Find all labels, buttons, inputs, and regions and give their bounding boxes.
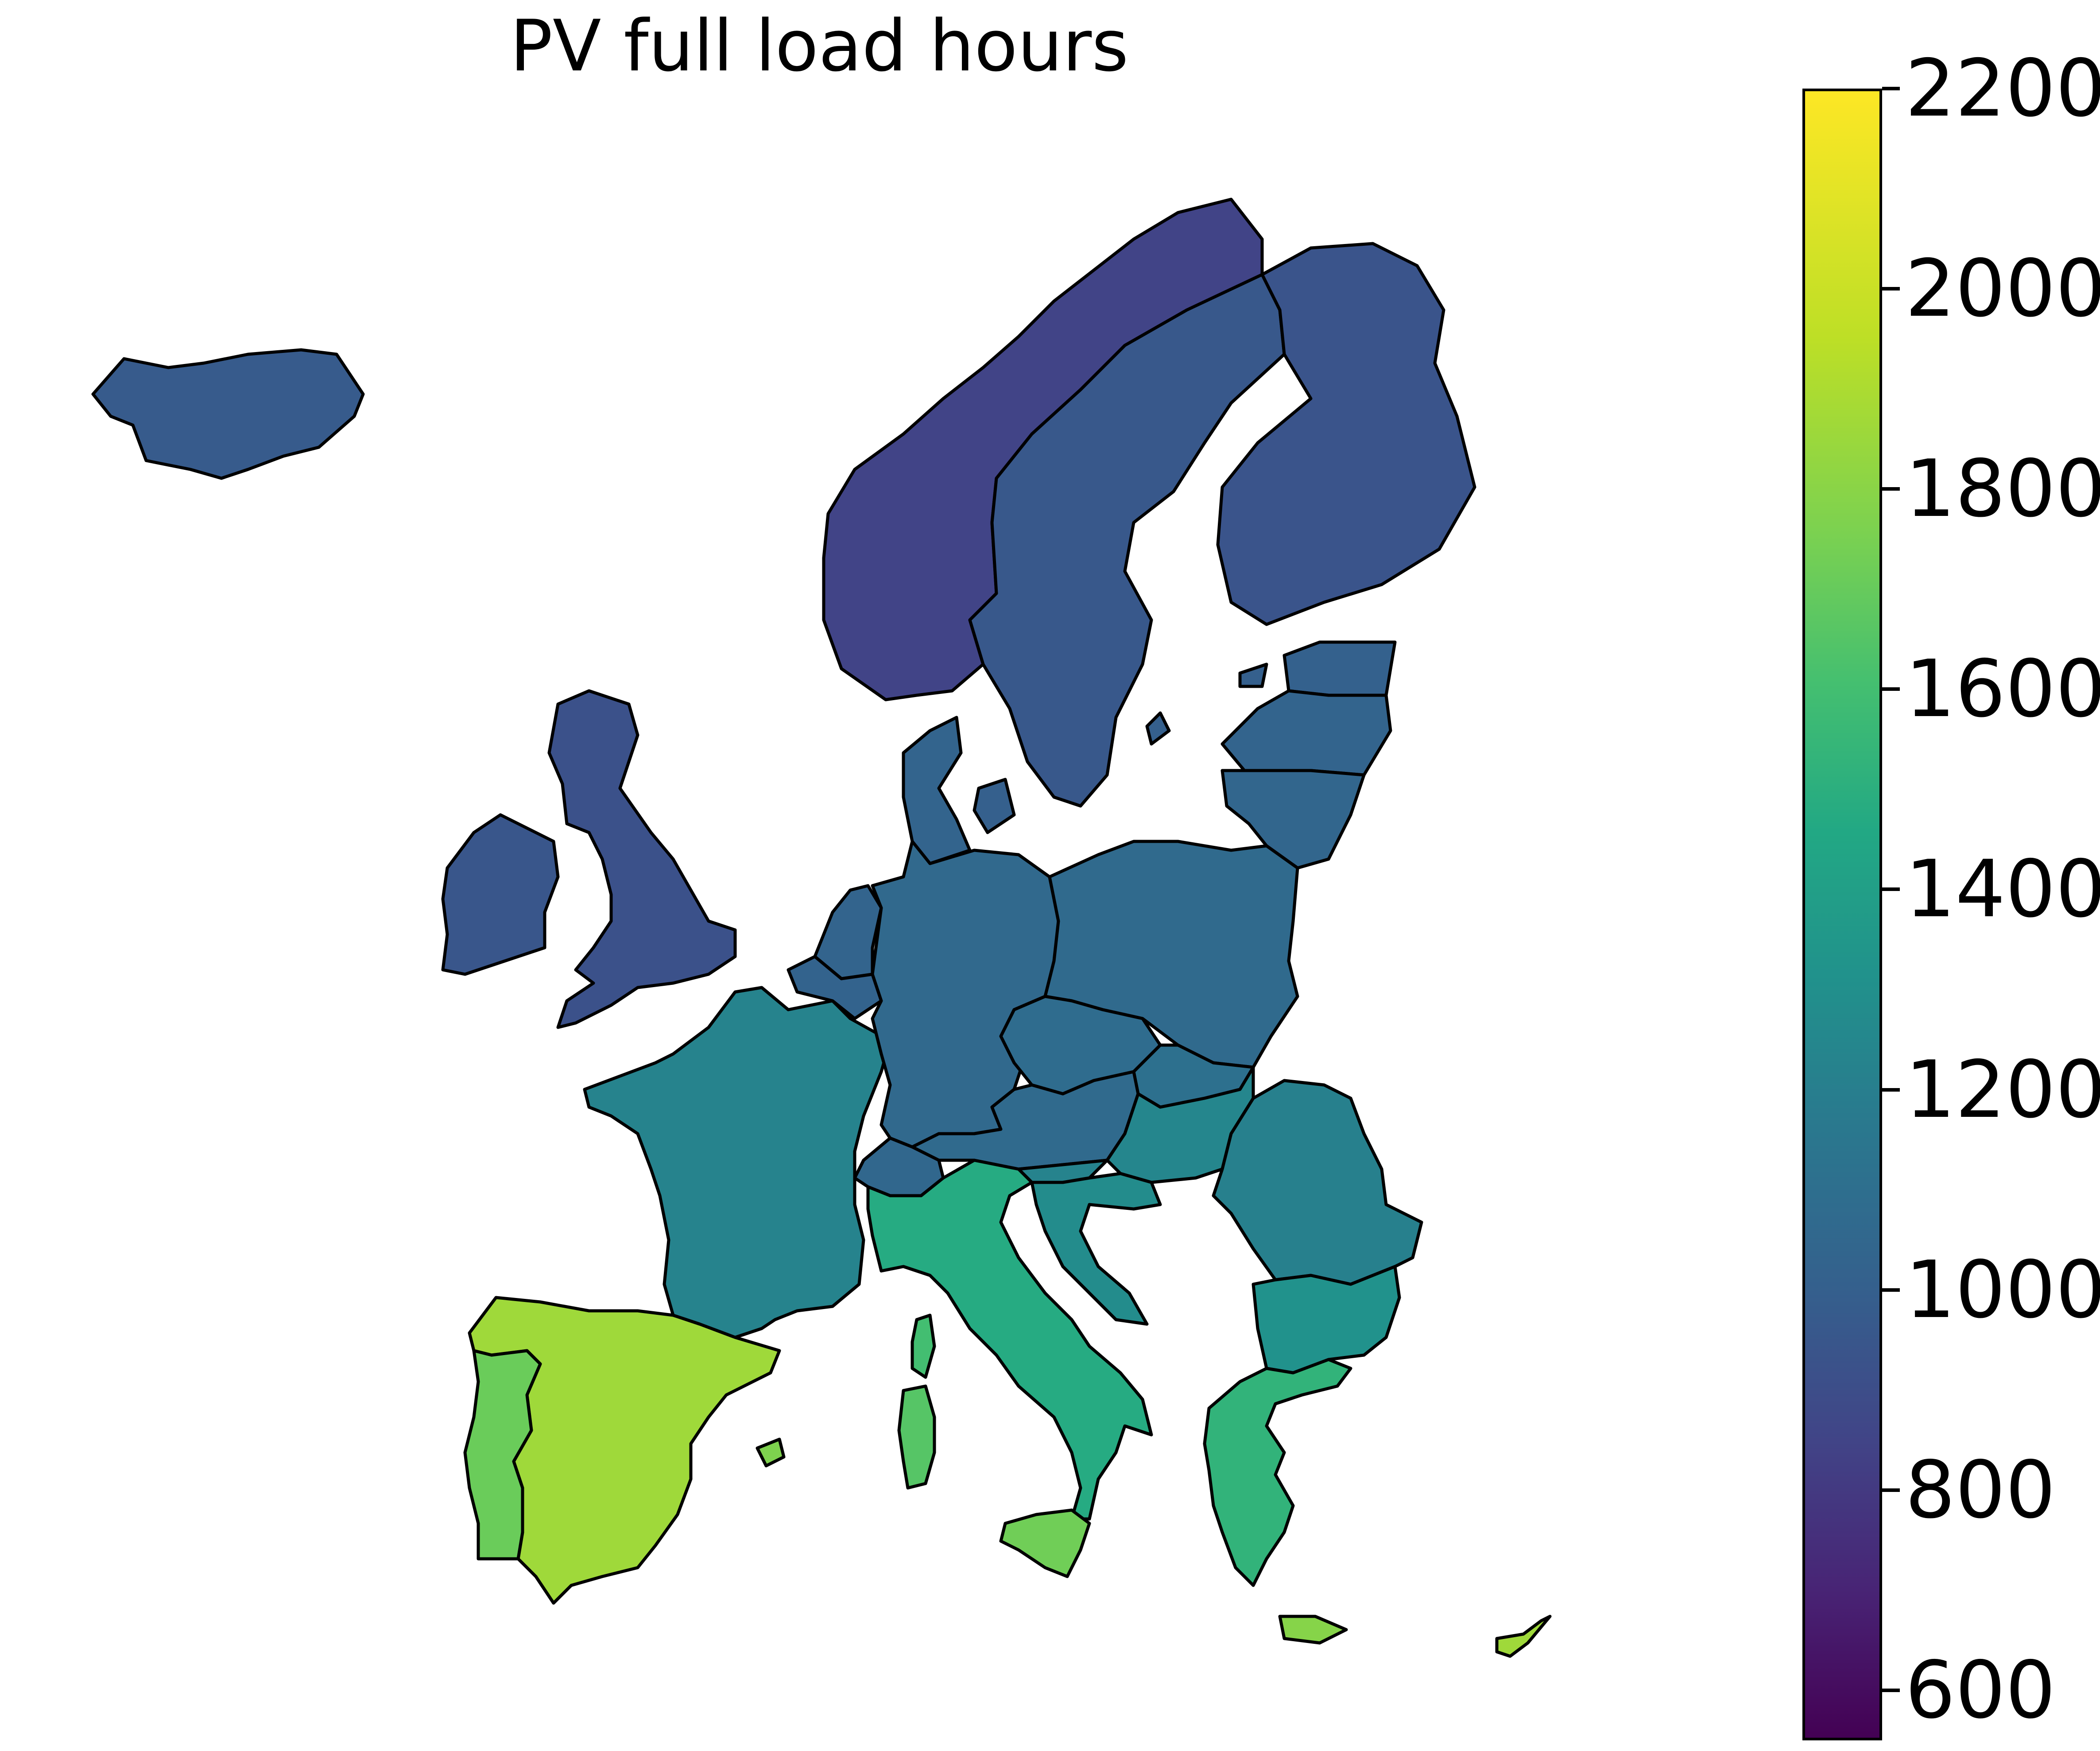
region-france bbox=[583, 986, 892, 1339]
colorbar-tick-label: 1800 bbox=[1905, 443, 2100, 535]
region-corsica bbox=[911, 1313, 936, 1379]
region-gotland bbox=[1145, 711, 1171, 746]
colorbar-tick-mark bbox=[1882, 1088, 1900, 1092]
region-finland bbox=[1216, 242, 1476, 626]
colorbar-tick-label: 2200 bbox=[1905, 43, 2100, 134]
colorbar-tick-label: 600 bbox=[1905, 1644, 2056, 1736]
region-italy bbox=[866, 1158, 1153, 1521]
region-bulgaria bbox=[1251, 1265, 1401, 1375]
region-sweden bbox=[968, 273, 1286, 808]
region-greece bbox=[1203, 1358, 1352, 1587]
colorbar-tick-label: 1200 bbox=[1905, 1043, 2100, 1135]
region-sardinia bbox=[897, 1384, 936, 1490]
colorbar-tick-mark bbox=[1882, 1488, 1900, 1492]
colorbar-tick-label: 800 bbox=[1905, 1444, 2056, 1536]
region-crete bbox=[1278, 1615, 1348, 1645]
region-sicily bbox=[999, 1508, 1091, 1578]
region-mallorca bbox=[756, 1437, 786, 1468]
colorbar-tick-mark bbox=[1882, 1688, 1900, 1692]
colorbar-tick-label: 1000 bbox=[1905, 1244, 2100, 1336]
colorbar bbox=[1802, 89, 1882, 1740]
colorbar-tick-label: 2000 bbox=[1905, 243, 2100, 335]
colorbar-tick-mark bbox=[1882, 887, 1900, 891]
region-hungary bbox=[1105, 1065, 1255, 1184]
region-zealand bbox=[973, 778, 1016, 834]
region-iceland bbox=[91, 348, 365, 480]
colorbar-tick-mark bbox=[1882, 687, 1900, 691]
region-romania bbox=[1212, 1079, 1423, 1286]
colorbar-tick-mark bbox=[1882, 87, 1900, 90]
region-croatia bbox=[1030, 1172, 1162, 1326]
region-cyprus bbox=[1495, 1615, 1552, 1658]
region-portugal bbox=[463, 1349, 542, 1561]
map-title: PV full load hours bbox=[510, 4, 1129, 87]
colorbar-tick-label: 1600 bbox=[1905, 643, 2100, 735]
colorbar-tick-label: 1400 bbox=[1905, 843, 2100, 935]
region-lithuania bbox=[1220, 769, 1366, 870]
colorbar-tick-mark bbox=[1882, 287, 1900, 291]
colorbar-tick-mark bbox=[1882, 1288, 1900, 1292]
region-saaremaa bbox=[1238, 662, 1268, 688]
region-denmark bbox=[902, 716, 972, 865]
region-uk bbox=[547, 689, 737, 1029]
colorbar-tick-mark bbox=[1882, 487, 1900, 491]
region-latvia bbox=[1220, 689, 1392, 777]
region-ireland bbox=[441, 813, 560, 976]
region-estonia bbox=[1282, 640, 1397, 697]
